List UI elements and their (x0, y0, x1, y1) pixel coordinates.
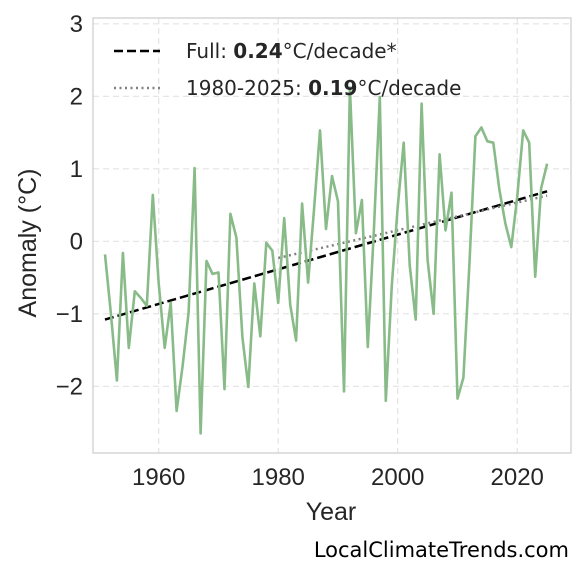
site-credit: LocalClimateTrends.com (313, 538, 569, 562)
y-tick-label: 0 (70, 228, 83, 255)
plot-frame (92, 17, 572, 454)
x-axis-label: Year (306, 498, 357, 526)
x-tick-labels: 1960 1980 2000 2020 (132, 464, 544, 491)
y-tick-label: 3 (70, 11, 83, 38)
y-axis-label: Anomaly (°C) (14, 169, 42, 318)
y-tick-label: 2 (70, 83, 83, 110)
y-tick-labels: −2 −1 0 1 2 3 (56, 11, 83, 400)
legend: Full: 0.24°C/decade* 1980-2025: 0.19°C/d… (114, 39, 461, 100)
x-tick-label: 1980 (252, 464, 305, 491)
series-lines (103, 86, 549, 435)
y-tick-label: −2 (56, 373, 83, 400)
x-tick-label: 1960 (132, 464, 185, 491)
x-tick-label: 2000 (371, 464, 424, 491)
anomaly-series-line (103, 86, 549, 435)
y-tick-label: 1 (70, 156, 83, 183)
recent-trend-line (277, 194, 548, 260)
legend-recent-trend-label: 1980-2025: 0.19°C/decade (186, 76, 461, 100)
full-trend-line (104, 190, 548, 321)
x-tick-label: 2020 (491, 464, 544, 491)
grid (93, 18, 571, 453)
trend-lines (104, 190, 548, 321)
legend-full-trend-label: Full: 0.24°C/decade* (186, 39, 397, 63)
y-tick-label: −1 (56, 301, 83, 328)
